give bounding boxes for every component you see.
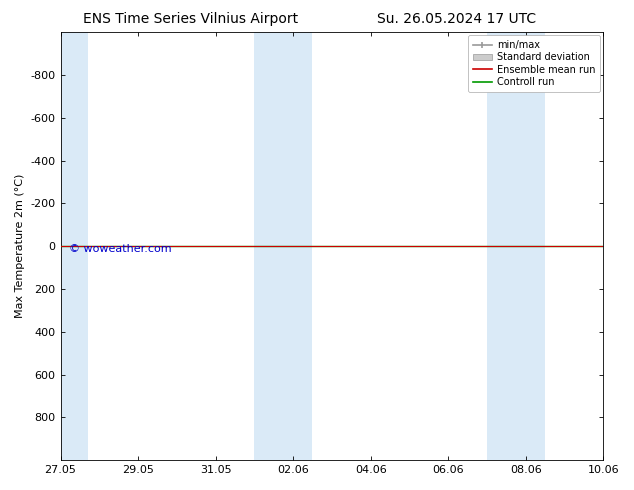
Y-axis label: Max Temperature 2m (°C): Max Temperature 2m (°C) xyxy=(15,174,25,318)
Legend: min/max, Standard deviation, Ensemble mean run, Controll run: min/max, Standard deviation, Ensemble me… xyxy=(468,35,600,92)
Bar xyxy=(487,32,545,460)
Bar xyxy=(60,32,87,460)
Text: ENS Time Series Vilnius Airport: ENS Time Series Vilnius Airport xyxy=(82,12,298,26)
Text: Su. 26.05.2024 17 UTC: Su. 26.05.2024 17 UTC xyxy=(377,12,536,26)
Bar xyxy=(254,32,313,460)
Text: © woweather.com: © woweather.com xyxy=(68,244,171,254)
